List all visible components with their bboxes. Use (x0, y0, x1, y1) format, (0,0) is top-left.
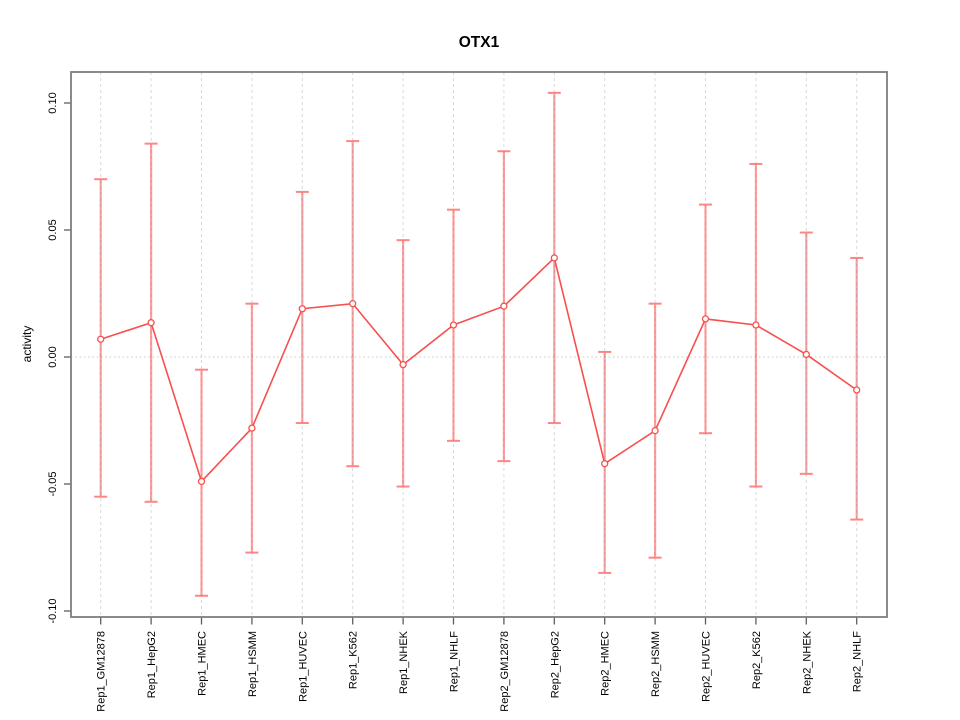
axes-layer: -0.10 -0.05 0.00 0.05 0.10 Rep1_GM12878 Rep1_H… (47, 92, 864, 711)
x-tick-label: Rep1_GM12878 (96, 631, 108, 712)
y-tick-label: 0.10 (47, 92, 59, 113)
chart-title: OTX1 (459, 34, 500, 51)
data-point (752, 321, 760, 329)
x-tick-label: Rep1_NHEK (398, 630, 410, 694)
x-tick-label: Rep2_NHLF (852, 631, 864, 692)
data-point (701, 315, 710, 323)
y-tick-label: -0.10 (47, 598, 59, 623)
x-tick-label: Rep1_NHLF (449, 631, 461, 692)
plot-border (70, 71, 888, 618)
x-tick-label: Rep2_NHEK (801, 630, 813, 694)
data-point (601, 460, 609, 468)
series-line (100, 256, 858, 483)
data-point (147, 319, 155, 327)
data-point (197, 477, 206, 486)
x-tick-label: Rep1_HepG2 (146, 631, 158, 698)
x-tick-label: Rep1_K562 (348, 631, 360, 689)
x-tick-label: Rep2_HMEC (600, 631, 612, 696)
data-point (500, 302, 508, 310)
x-tick-label: Rep2_GM12878 (499, 631, 511, 712)
x-tick-label: Rep2_HepG2 (549, 631, 561, 698)
data-point (853, 386, 861, 394)
y-tick-label: 0.05 (47, 219, 59, 240)
x-tick-label: Rep1_HUVEC (297, 631, 309, 702)
data-point (399, 360, 407, 369)
data-point (449, 321, 458, 329)
data-point (349, 300, 357, 308)
x-tick-label: Rep2_HSMM (650, 631, 662, 697)
error-bars-layer (94, 91, 864, 597)
data-point (651, 427, 659, 435)
data-point (298, 305, 306, 313)
data-point (97, 335, 105, 343)
x-tick-label: Rep1_HMEC (197, 631, 209, 696)
data-point (550, 254, 558, 262)
gridlines-layer (71, 72, 887, 617)
x-tick-label: Rep2_K562 (751, 631, 763, 689)
y-axis-label: activity (20, 326, 34, 363)
data-point (248, 424, 256, 432)
y-tick-label: -0.05 (47, 471, 59, 496)
y-tick-label: 0.00 (47, 346, 59, 367)
x-tick-label: Rep1_HSMM (247, 631, 259, 697)
x-tick-label: Rep2_HUVEC (701, 631, 713, 702)
series-layer (97, 254, 861, 486)
data-point (802, 350, 810, 359)
